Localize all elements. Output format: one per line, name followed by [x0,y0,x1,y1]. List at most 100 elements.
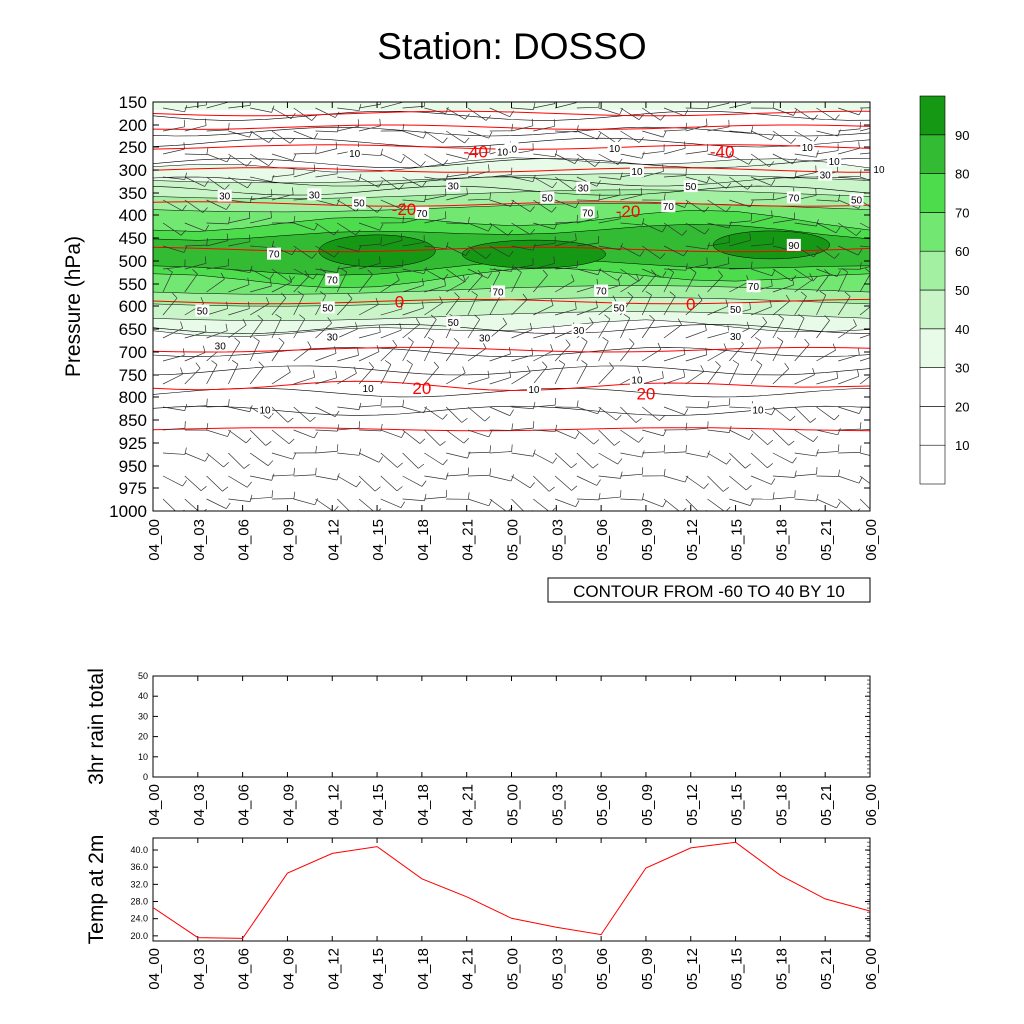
wind-barb [380,176,404,190]
wind-barb-feather [662,500,667,508]
wind-barb [228,475,252,488]
wind-barb-shaft [642,429,664,437]
wind-barb [424,153,448,166]
wind-barb-shaft [816,130,838,137]
wind-barb [271,153,297,161]
wind-barb-shaft [663,222,683,236]
wind-barb [250,490,273,500]
contour-label-bg [849,193,864,206]
wind-barb-feather [836,501,841,509]
wind-barb-feather [200,297,204,304]
wind-barb [467,468,492,477]
wind-barb [228,234,251,247]
wind-barb [554,199,580,209]
wind-barb [424,188,447,201]
wind-barb-feather [484,416,491,422]
wind-barb-shaft [511,427,534,431]
wind-barb-shaft [685,199,705,213]
wind-barb-feather [265,441,272,446]
wind-barb-feather [635,418,642,423]
wind-barb-shaft [838,245,859,256]
wind-barb-feather [299,314,306,320]
wind-barb-feather [226,203,231,210]
wind-barb-feather [529,228,535,235]
wind-barb [620,130,644,143]
wind-barb [772,212,795,224]
wind-barb-shaft [554,102,577,109]
wind-barb-shaft [359,404,381,408]
wind-barb-shaft [271,268,291,282]
wind-barb-shaft [380,102,403,109]
colorbar-box [919,289,946,330]
wind-barb-shaft [772,268,792,282]
wind-barb-feather [442,459,448,466]
wind-barb-shaft [293,107,312,121]
wind-barb-shaft [772,130,792,144]
wind-barb-shaft [554,199,576,209]
humidity-core [461,239,606,269]
wind-barb [554,360,566,385]
temperature-contour-label: -20 [616,202,641,221]
wind-barb [271,130,296,144]
wind-barb [336,293,353,316]
wind-barb-feather [565,339,571,346]
wind-barb-feather [729,425,732,433]
x-tick-label: 05_18 [773,948,790,990]
wind-barb-feather [509,110,514,117]
wind-barb-feather [249,494,253,502]
wind-barb-shaft [794,452,817,457]
wind-barb [620,218,645,226]
wind-barb-shaft [424,285,446,293]
wind-barb-feather [813,436,819,442]
wind-barb-feather [623,313,630,319]
wind-barb-shaft [859,306,870,316]
wind-barb [663,475,689,483]
wind-barb-shaft [337,245,359,252]
wind-barb [228,176,253,189]
wind-barb [707,398,731,408]
wind-barb-feather [667,268,674,273]
wind-barb-shaft [446,153,468,160]
wind-barb [750,475,776,485]
colorbar-box [919,406,946,446]
wind-barb-feather [515,268,522,273]
wind-barb-shaft [750,341,762,362]
wind-barb-shaft [402,268,425,275]
wind-barb-feather [467,467,469,475]
wind-barb-feather [858,476,863,484]
wind-barb [707,119,730,132]
wind-barb-feather [293,215,296,223]
wind-barb-feather [379,256,381,264]
wind-barb [663,406,689,415]
wind-barb-shaft [772,475,795,478]
wind-barb-shaft [663,406,685,415]
wind-barb-feather [489,445,492,453]
wind-barb [402,102,426,109]
wind-barb [380,475,403,492]
wind-barb-feather [637,367,641,374]
contour-label-bg [571,323,586,336]
wind-barb-feather [304,270,310,277]
temperature-isotherm [153,346,870,353]
contour-label-bg [661,200,676,213]
wind-barb-shaft [794,222,817,227]
wind-barb [336,267,348,293]
wind-barb-shaft [533,153,556,158]
wind-barb-shaft [772,284,794,293]
wind-barb-shaft [838,148,860,155]
wind-barb-feather [771,269,776,276]
wind-barb [729,429,754,440]
wind-barb-feather [183,245,188,253]
wind-barb-feather [192,268,198,275]
wind-barb-feather [265,297,270,304]
wind-barb-feather [508,346,511,354]
wind-barb [838,107,863,116]
wind-barb-shaft [555,221,578,224]
wind-barb [533,344,554,362]
wind-barb [751,192,775,201]
wind-barb-feather [353,366,357,374]
wind-barb-shaft [162,107,185,113]
x-tick-label: 04_00 [146,948,163,990]
wind-barb-feather [311,115,317,121]
